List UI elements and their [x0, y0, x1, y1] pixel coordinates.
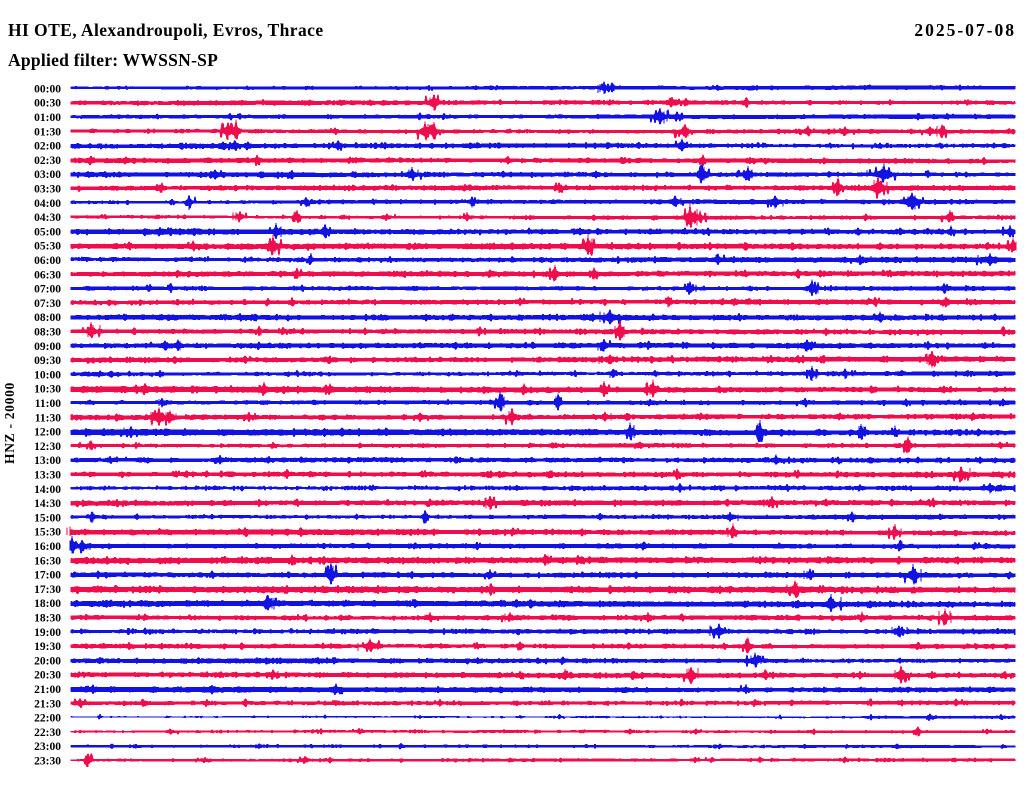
svg-text:15:00: 15:00 — [34, 512, 61, 524]
svg-text:14:00: 14:00 — [34, 484, 61, 496]
svg-text:04:00: 04:00 — [34, 198, 61, 210]
svg-text:06:00: 06:00 — [34, 255, 61, 267]
svg-text:02:00: 02:00 — [34, 141, 61, 153]
svg-text:11:30: 11:30 — [35, 412, 61, 424]
svg-text:HI OTE, Alexandroupoli, Evros,: HI OTE, Alexandroupoli, Evros, Thrace — [8, 20, 324, 40]
svg-text:20:00: 20:00 — [34, 655, 61, 667]
svg-text:08:00: 08:00 — [34, 312, 61, 324]
svg-text:19:00: 19:00 — [34, 627, 61, 639]
svg-text:18:30: 18:30 — [34, 613, 61, 625]
svg-text:22:00: 22:00 — [34, 713, 61, 725]
svg-text:17:00: 17:00 — [34, 570, 61, 582]
svg-text:18:00: 18:00 — [34, 598, 61, 610]
svg-text:16:30: 16:30 — [34, 555, 61, 567]
svg-text:10:00: 10:00 — [34, 369, 61, 381]
svg-text:20:30: 20:30 — [34, 670, 61, 682]
svg-text:17:30: 17:30 — [34, 584, 61, 596]
svg-text:11:00: 11:00 — [35, 398, 61, 410]
svg-text:12:30: 12:30 — [34, 441, 61, 453]
svg-text:03:00: 03:00 — [34, 169, 61, 181]
svg-text:10:30: 10:30 — [34, 384, 61, 396]
svg-text:21:00: 21:00 — [34, 684, 61, 696]
svg-text:19:30: 19:30 — [34, 641, 61, 653]
svg-text:04:30: 04:30 — [34, 212, 61, 224]
svg-text:12:00: 12:00 — [34, 427, 61, 439]
svg-text:HNZ - 20000: HNZ - 20000 — [2, 382, 17, 464]
svg-text:13:00: 13:00 — [34, 455, 61, 467]
svg-text:01:00: 01:00 — [34, 112, 61, 124]
svg-text:05:00: 05:00 — [34, 226, 61, 238]
svg-text:13:30: 13:30 — [34, 470, 61, 482]
svg-text:09:30: 09:30 — [34, 355, 61, 367]
svg-text:23:00: 23:00 — [34, 741, 61, 753]
svg-text:07:30: 07:30 — [34, 298, 61, 310]
svg-text:Applied filter: WWSSN-SP: Applied filter: WWSSN-SP — [8, 50, 218, 70]
svg-text:00:30: 00:30 — [34, 98, 61, 110]
svg-text:22:30: 22:30 — [34, 727, 61, 739]
svg-text:23:30: 23:30 — [34, 756, 61, 768]
svg-text:14:30: 14:30 — [34, 498, 61, 510]
svg-text:07:00: 07:00 — [34, 284, 61, 296]
svg-text:2025-07-08: 2025-07-08 — [914, 20, 1016, 40]
svg-text:09:00: 09:00 — [34, 341, 61, 353]
svg-text:02:30: 02:30 — [34, 155, 61, 167]
svg-text:03:30: 03:30 — [34, 184, 61, 196]
svg-text:00:00: 00:00 — [34, 83, 61, 95]
svg-text:15:30: 15:30 — [34, 527, 61, 539]
svg-text:21:30: 21:30 — [34, 698, 61, 710]
svg-text:05:30: 05:30 — [34, 241, 61, 253]
svg-text:01:30: 01:30 — [34, 126, 61, 138]
svg-text:06:30: 06:30 — [34, 269, 61, 281]
svg-text:16:00: 16:00 — [34, 541, 61, 553]
svg-text:08:30: 08:30 — [34, 327, 61, 339]
